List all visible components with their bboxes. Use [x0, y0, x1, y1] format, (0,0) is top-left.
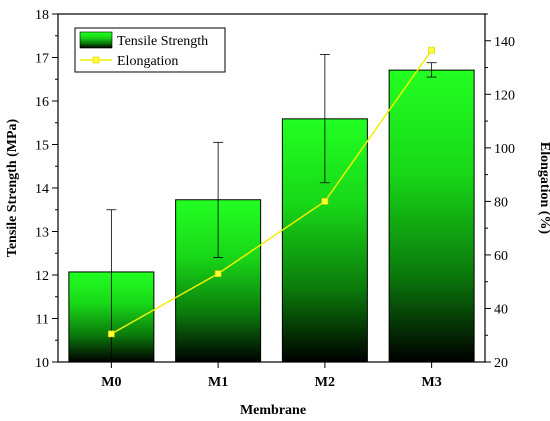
y-tick-label: 17	[35, 52, 49, 67]
y-tick-label: 12	[35, 269, 49, 284]
y-tick-label: 11	[36, 313, 49, 328]
y-tick-label: 15	[35, 139, 49, 154]
elongation-point-m0	[108, 330, 115, 338]
y2-tick-label: 120	[494, 88, 515, 103]
elongation-point-m3	[428, 46, 435, 54]
y-tick-label: 14	[35, 182, 49, 197]
x-axis-title: Membrane	[240, 403, 306, 418]
legend: Tensile Strength Elongation	[74, 27, 226, 73]
elongation-line	[111, 49, 433, 335]
y2-tick-label: 60	[494, 249, 508, 264]
legend-swatch-tensile-strength	[79, 31, 113, 49]
legend-label-tensile-strength: Tensile Strength	[117, 34, 208, 49]
elongation-point-m1	[214, 270, 222, 277]
legend-label-elongation: Elongation	[117, 54, 178, 69]
y-tick-label: 18	[35, 8, 49, 23]
y2-axis-title: Elongation (%)	[537, 142, 550, 235]
y2-tick-label: 140	[494, 35, 515, 50]
legend-marker-elongation	[92, 56, 100, 64]
y2-tick-label: 20	[494, 356, 508, 371]
y-tick-label: 16	[35, 95, 49, 110]
y2-tick-label: 80	[494, 195, 508, 210]
y-axis-title: Tensile Strength (MPa)	[5, 118, 20, 257]
y-tick-label: 13	[35, 226, 49, 241]
elongation-point-m2	[321, 198, 329, 205]
y2-tick-label: 100	[494, 142, 515, 157]
y-tick-label: 10	[35, 356, 49, 371]
x-tick-label-m2: M2	[315, 375, 335, 390]
x-tick-label-m3: M3	[422, 375, 442, 390]
x-tick-label-m1: M1	[208, 375, 228, 390]
x-tick-label-m0: M0	[101, 375, 121, 390]
y2-tick-label: 40	[494, 302, 508, 317]
bar-m3	[388, 69, 475, 363]
